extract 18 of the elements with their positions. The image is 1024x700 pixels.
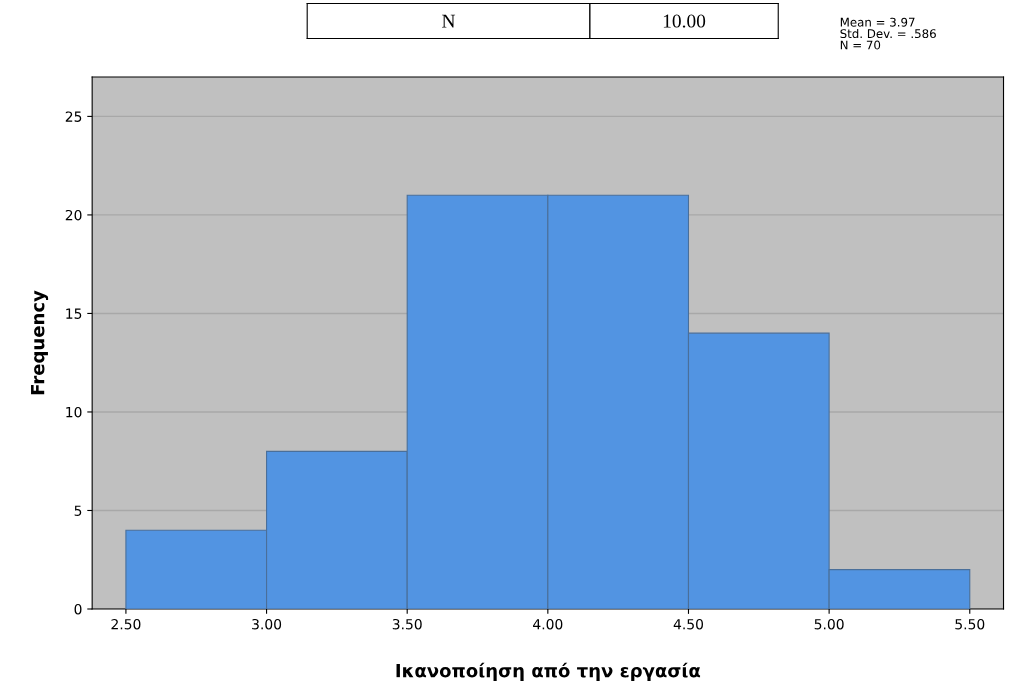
x-tick-label: 3.50 xyxy=(392,618,422,630)
x-tick-label: 5.00 xyxy=(814,618,844,630)
y-tick-label: 10 xyxy=(66,406,82,418)
x-tick-label: 4.00 xyxy=(533,618,563,630)
x-tick-label: 3.00 xyxy=(252,618,282,630)
text: N xyxy=(442,14,456,28)
y-tick-label: 0 xyxy=(74,603,82,615)
y-tick-label: 20 xyxy=(65,209,82,221)
x-tick-label: 2.50 xyxy=(111,618,141,630)
x-tick-label: 5.50 xyxy=(955,618,985,630)
x-tick-label: 4.50 xyxy=(673,618,704,630)
y-tick-label: 5 xyxy=(74,505,82,516)
text: 10.00 xyxy=(663,14,706,28)
y-axis-title: Frequency xyxy=(31,290,49,395)
y-tick-label: 25 xyxy=(65,111,82,122)
x-axis-title: Ικανοποίηση από την εργασία xyxy=(396,662,701,681)
y-tick-label: 15 xyxy=(66,308,82,319)
text: Mean = 3.97 Std. Dev. = .586 N = 70 xyxy=(840,17,936,50)
